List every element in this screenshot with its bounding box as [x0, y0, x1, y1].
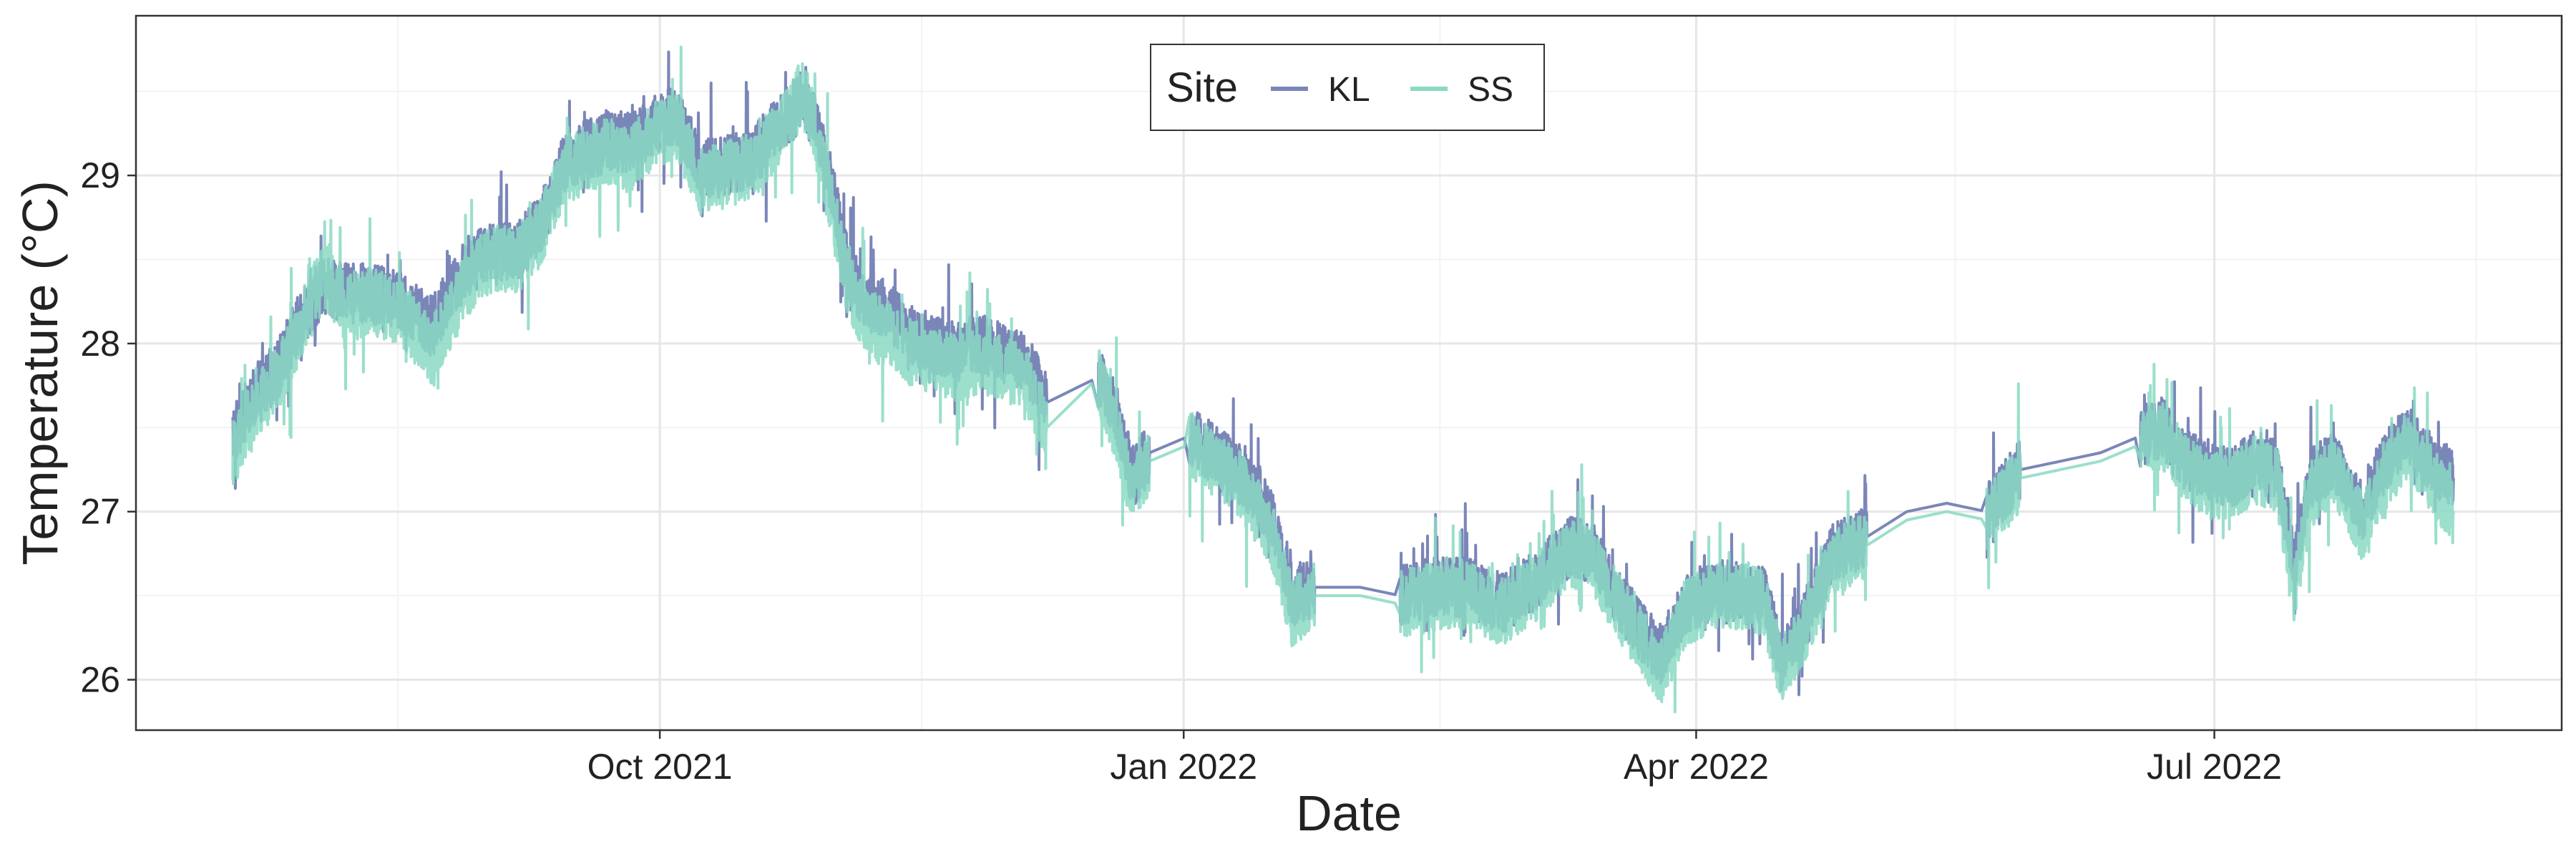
series-line-ss: [231, 45, 2455, 714]
y-tick-label: 28: [80, 324, 120, 364]
plot-border: [135, 14, 2563, 732]
y-tick-label: 29: [80, 155, 120, 195]
legend-label-kl: KL: [1328, 71, 1370, 109]
x-axis-title: Date: [1296, 785, 1402, 841]
y-tick-label: 26: [80, 660, 120, 700]
legend-title: Site: [1166, 64, 1238, 111]
legend: Site KL SS: [1150, 44, 1545, 131]
plot-panel: [136, 16, 2562, 730]
x-tick-label: Jan 2022: [1110, 747, 1257, 787]
legend-label-ss: SS: [1468, 71, 1513, 109]
x-tick-label: Oct 2021: [587, 747, 733, 787]
x-tick-label: Apr 2022: [1624, 747, 1769, 787]
y-tick-label: 27: [80, 492, 120, 532]
legend-box: [1150, 44, 1545, 131]
plot-area: 26 27 28 29 Oct 2021 Jan 2022 Apr 2022 Jul 2022…: [12, 14, 2563, 841]
x-tick-label: Jul 2022: [2147, 747, 2282, 787]
y-axis-title: Temperature (°C): [12, 180, 68, 566]
